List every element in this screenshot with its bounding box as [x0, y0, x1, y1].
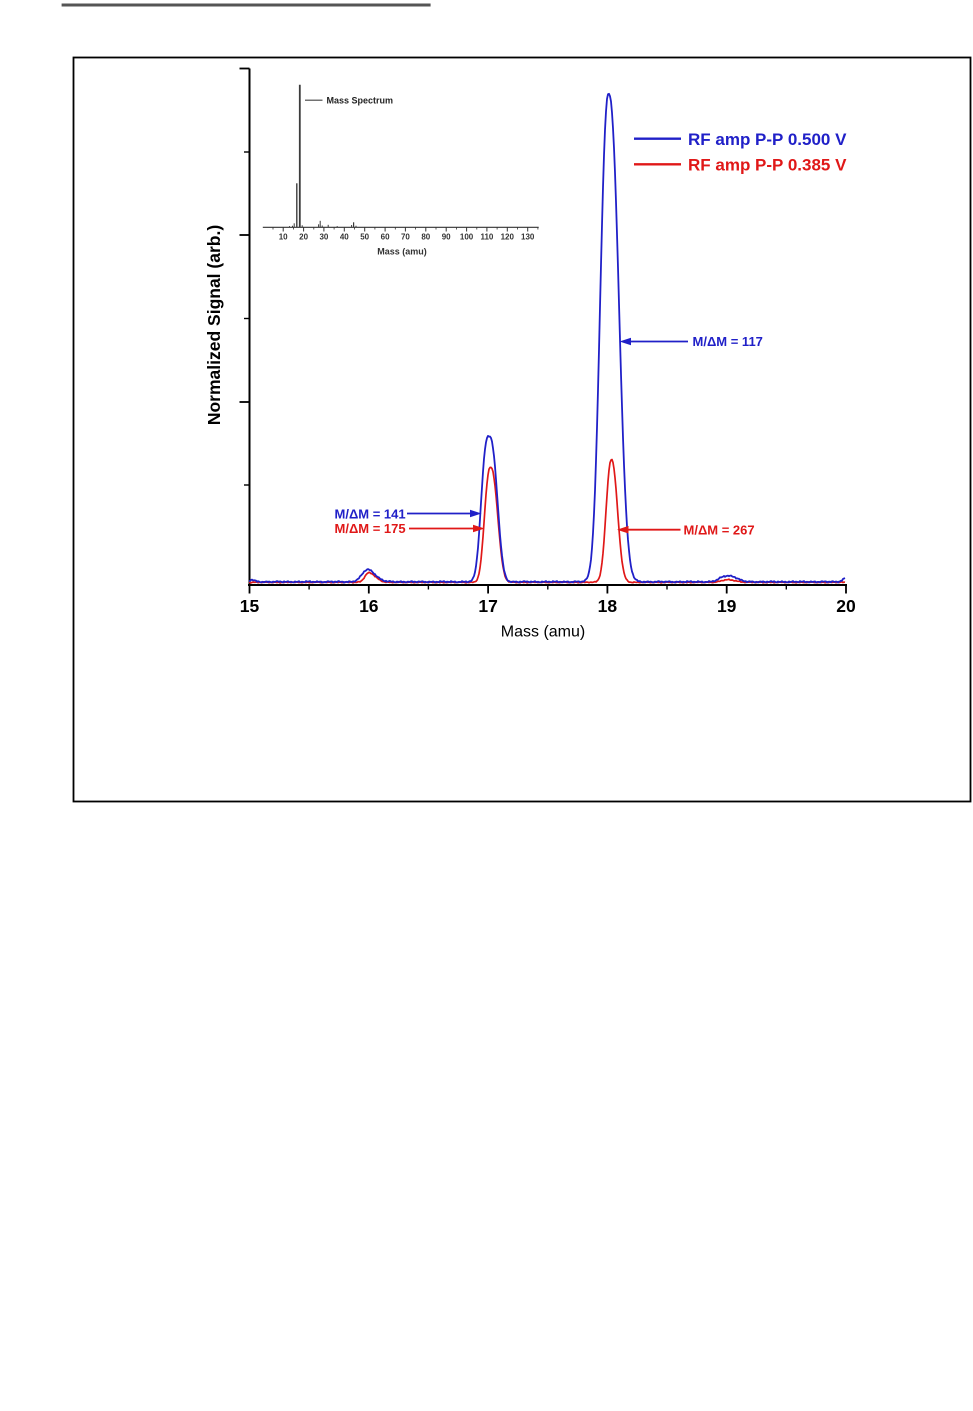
svg-text:M/ΔM = 117: M/ΔM = 117 [693, 334, 763, 349]
svg-text:30: 30 [319, 233, 328, 242]
svg-text:19: 19 [717, 596, 737, 616]
svg-text:M/ΔM = 267: M/ΔM = 267 [684, 522, 755, 537]
svg-text:60: 60 [381, 233, 390, 242]
svg-text:120: 120 [501, 233, 515, 242]
svg-text:17: 17 [478, 596, 497, 616]
svg-text:40: 40 [340, 233, 349, 242]
svg-text:80: 80 [421, 233, 430, 242]
svg-text:Normalized Signal (arb.): Normalized Signal (arb.) [204, 225, 224, 425]
svg-text:16: 16 [359, 596, 379, 616]
svg-text:15: 15 [240, 596, 260, 616]
svg-text:100: 100 [460, 233, 474, 242]
svg-text:Mass (amu): Mass (amu) [501, 624, 585, 641]
svg-text:RF amp P-P 0.500 V: RF amp P-P 0.500 V [688, 130, 847, 149]
svg-text:110: 110 [480, 233, 493, 242]
svg-text:18: 18 [598, 596, 618, 616]
svg-text:50: 50 [360, 233, 369, 242]
svg-text:90: 90 [442, 233, 451, 242]
svg-text:M/ΔM = 141: M/ΔM = 141 [335, 506, 406, 521]
svg-text:10: 10 [279, 233, 288, 242]
svg-text:20: 20 [299, 233, 308, 242]
svg-text:Mass Spectrum: Mass Spectrum [327, 96, 394, 106]
svg-text:70: 70 [401, 233, 410, 242]
svg-text:20: 20 [836, 596, 856, 616]
svg-text:130: 130 [521, 233, 535, 242]
svg-text:Mass (amu): Mass (amu) [377, 247, 427, 257]
svg-text:RF amp P-P 0.385 V: RF amp P-P 0.385 V [688, 156, 847, 175]
svg-text:M/ΔM = 175: M/ΔM = 175 [335, 521, 406, 536]
